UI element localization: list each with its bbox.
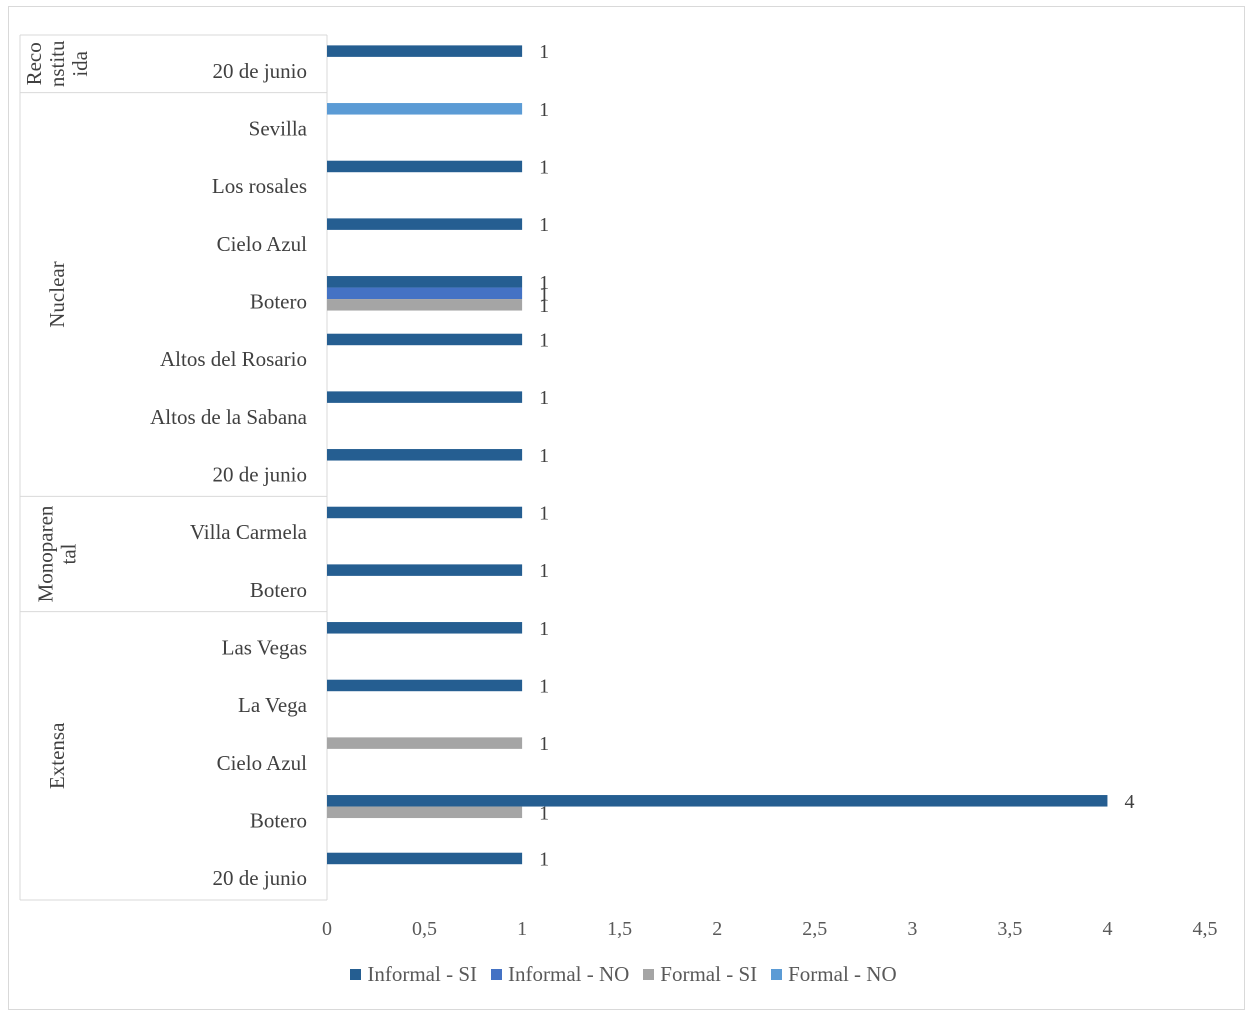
bar-informal-si [327,45,523,57]
legend: Informal - SI Informal - NO Formal - SI For… [0,962,1247,987]
bar-informal-si [327,333,523,346]
category-label: Cielo Azul [217,232,308,256]
data-label: 1 [539,99,549,121]
category-labels: Reconstituida Nuclear Monoparental Extensa 2… [22,40,308,890]
group-label-line: tal [57,543,81,564]
legend-item: Formal - NO [771,962,897,987]
legend-item: Informal - NO [491,962,629,987]
data-label: 1 [539,329,549,351]
legend-label: Formal - SI [660,962,758,986]
group-label-0: Reconstituida [22,40,92,87]
group-label-2: Monoparental [34,505,81,602]
x-tick-label: 1 [517,918,527,940]
group-label-3: Extensa [45,722,69,789]
bar-informal-si [327,160,523,173]
data-label: 1 [539,445,549,467]
bar-informal-si [327,391,523,403]
data-label: 1 [539,802,549,824]
group-label-1: Nuclear [45,261,69,327]
group-label-line: nstitu [45,40,69,87]
category-label: Villa Carmela [190,520,308,544]
bar-formal-si [327,806,523,819]
category-label: Altos de la Sabana [150,405,308,429]
legend-item: Formal - SI [643,962,757,987]
data-label: 1 [539,283,549,305]
x-tick-label: 1,5 [607,918,632,940]
bar-informal-si [327,852,523,865]
x-tick-label: 4,5 [1193,918,1218,940]
x-tick-label: 4 [1102,918,1112,940]
bar-formal-no [327,103,523,115]
legend-swatch [643,969,655,980]
group-label-line: Nuclear [45,261,69,327]
group-label-line: Monoparen [34,505,58,602]
bar-informal-si [327,276,523,288]
legend-item: Informal - SI [350,962,477,987]
data-label: 1 [539,387,549,409]
category-label: Sevilla [249,116,308,140]
data-label: 1 [539,733,549,755]
x-axis-ticks: 0 0,5 1 1,5 2 2,5 3 3,5 4 4,5 [322,918,1218,940]
x-tick-label: 0,5 [412,918,437,940]
category-label: 20 de junio [213,462,308,486]
data-label: 4 [1124,791,1134,813]
category-label: Los rosales [212,174,307,198]
x-tick-label: 3,5 [997,918,1022,940]
x-tick-label: 0 [322,918,332,940]
axis-layer [19,34,328,901]
x-tick-label: 2 [712,918,722,940]
data-label: 1 [539,214,549,236]
bar-informal-no [327,287,523,300]
legend-label: Informal - SI [367,962,477,986]
group-label-line: ida [68,50,92,76]
group-label-line: Extensa [45,722,69,789]
category-label: Botero [250,578,307,602]
legend-label: Informal - NO [508,962,630,986]
data-label: 1 [539,502,549,524]
category-label: Cielo Azul [217,751,308,775]
data-label: 1 [539,295,549,317]
legend-swatch [350,969,362,980]
category-label: Las Vegas [222,635,307,659]
chart-frame [8,6,1245,1010]
category-label: La Vega [238,693,308,717]
bar-formal-si [327,737,523,749]
bars [327,45,1108,865]
bar-informal-si [327,795,1108,807]
data-label: 1 [539,156,549,178]
category-label: 20 de junio [213,59,308,83]
legend-swatch [491,969,502,980]
legend-swatch [771,969,783,980]
group-label-line: Reco [22,42,46,85]
bar-informal-si [327,506,523,519]
bar-informal-si [327,218,523,230]
x-tick-label: 3 [907,918,917,940]
category-label: Botero [250,808,307,832]
bar-informal-si [327,449,523,461]
x-tick-label: 2,5 [802,918,827,940]
data-label: 1 [539,848,549,870]
bar-informal-si [327,679,523,692]
data-label: 1 [539,618,549,640]
data-label: 1 [539,272,549,294]
bar-informal-si [327,622,523,634]
data-label: 1 [539,41,549,63]
bar-formal-si [327,299,523,311]
category-label: Botero [250,289,307,313]
data-label: 1 [539,675,549,697]
category-label: 20 de junio [213,866,308,890]
category-label: Altos del Rosario [160,347,307,371]
legend-label: Formal - NO [788,962,897,986]
data-label: 1 [539,560,549,582]
bar-informal-si [327,564,523,576]
